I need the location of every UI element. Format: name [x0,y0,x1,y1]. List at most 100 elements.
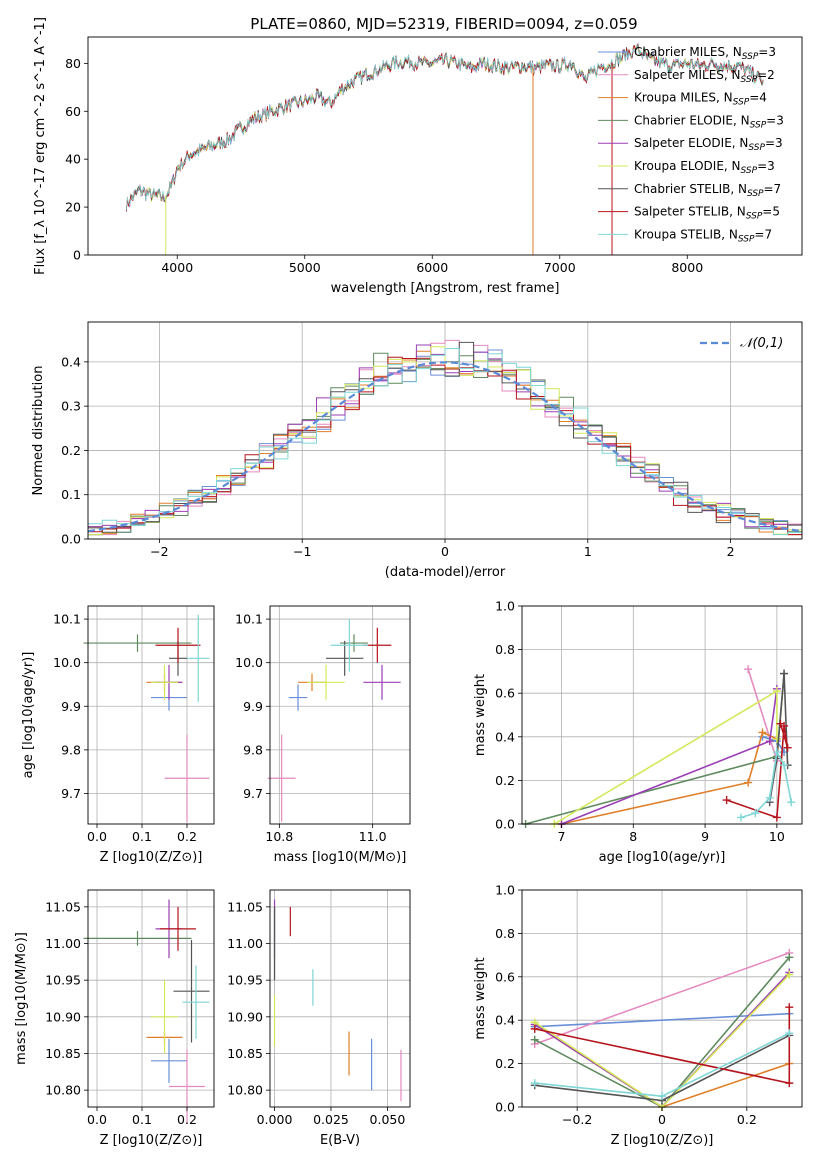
y-axis-label: Normed distribution [31,366,46,496]
weight-point [751,809,760,818]
x-tick-label: 5000 [289,260,321,275]
weight_vs_age-plot-area [521,665,796,828]
weight-line-8 [740,749,792,819]
legend-label-n: =3 [766,113,784,127]
x-tick-label: −2 [150,544,168,559]
age_vs_mass-panel: 10.8 11.0 9.7 9.8 9.9 10.0 10.1 mass [log10(M/M… [235,605,411,865]
residuals-frame [87,321,803,540]
age_vs_Z-panel: 0.0 0.1 0.2 9.7 9.8 9.9 10.0 10.1 Z [log10(Z/Z⊙)… [21,605,215,865]
weight_vs_age-frame [521,605,803,825]
legend-normal-label: 𝒩(0,1) [740,336,783,351]
weight-point [758,728,767,737]
x-tick-label: −1 [293,544,311,559]
y-tick-label: 10.90 [45,1009,81,1024]
y-tick-label: 0.0 [61,532,81,547]
weight_vs_age-panel: 7 8 9 10 0.0 0.2 0.4 0.6 0.8 1.0 age [log10(age/yr… [473,599,803,865]
y-tick-label: 40 [65,152,81,167]
figure-title: PLATE=0860, MJD=52319, FIBERID=0094, z=0… [250,15,637,33]
y-tick-label: 10.85 [45,1046,81,1061]
x-tick-label: 10 [769,829,785,844]
legend-label: Salpeter ELODIE, NSSP=3 [634,136,783,153]
weight-point [765,737,774,746]
residuals-plot-area [87,339,803,536]
weight-line-1 [747,668,778,762]
y-tick-label: 0.4 [61,354,81,369]
legend-label: Chabrier STELIB, NSSP=7 [634,182,781,199]
x-tick-label: 9 [701,829,709,844]
legend-label: Chabrier ELODIE, NSSP=3 [634,113,784,130]
x-tick-label: 7 [558,829,566,844]
x-axis-label: E(B-V) [320,1133,360,1148]
y-tick-label: 11.05 [45,899,81,914]
weight-point [765,793,774,802]
y-tick-label: 0.2 [61,443,81,458]
legend-label-sub: SSP [748,143,765,153]
legend-label-text: Chabrier ELODIE, N [634,113,750,127]
x-axis-label: age [log10(age/yr)] [599,850,726,865]
legend-label: Salpeter STELIB, NSSP=5 [634,205,780,222]
weight-line-1 [534,952,790,1045]
x-axis-label: mass [log10(M/M⊙)] [274,850,407,865]
weight-point [785,970,794,979]
y-tick-label: 10.95 [227,973,263,988]
y-tick-label: 0.2 [495,1056,515,1071]
weight-point [772,813,781,822]
legend-label-sub: SSP [747,189,764,199]
x-tick-label: 0 [441,544,449,559]
spectrum-line-8 [125,44,764,211]
y-tick-label: 10.80 [45,1083,81,1098]
y-axis-label: mass weight [473,674,488,756]
y-tick-label: 0.6 [495,686,515,701]
legend-label-text: Kroupa MILES, N [634,91,733,105]
y-tick-label: 0.4 [495,729,515,744]
y-tick-label: 10.95 [45,973,81,988]
legend-label-n: =7 [764,182,782,196]
mass_vs_Z-plot-area [83,899,210,1124]
weight-point [780,761,789,770]
legend-label-n: =3 [757,159,775,173]
weight-line-3 [525,673,785,825]
age_vs_Z-frame [87,605,215,825]
weight-point [530,1035,539,1044]
y-tick-label: 10.80 [227,1083,263,1098]
weight-point [780,669,789,678]
legend-label-sub: SSP [741,75,758,85]
x-tick-label: 0 [658,1112,666,1127]
legend-label-text: Salpeter ELODIE, N [634,136,748,150]
weight-point [772,748,781,757]
legend-label-sub: SSP [742,52,759,62]
x-tick-label: 0.2 [737,1112,757,1127]
y-tick-label: 9.7 [243,786,263,801]
x-tick-label: 2 [727,544,735,559]
legend-label-text: Kroupa ELODIE, N [634,159,741,173]
y-tick-label: 60 [65,104,81,119]
y-tick-label: 10.1 [53,612,81,627]
weight-point [785,1029,794,1038]
weight-point [736,813,745,822]
x-tick-label: 8000 [671,260,703,275]
legend-label: Kroupa MILES, NSSP=4 [634,91,767,108]
x-tick-label: 0.1 [132,829,152,844]
legend-label: Chabrier MILES, NSSP=3 [634,45,776,62]
x-tick-label: 0.025 [313,1112,349,1127]
x-tick-label: 0.050 [370,1112,406,1127]
spectrum-plot-area [125,42,764,255]
weight-point [744,665,753,674]
age_vs_mass-frame [269,605,411,825]
y-axis-label: age [log10(age/yr)] [21,652,36,779]
mass_vs_ebv-plot-area [273,899,402,1102]
y-tick-label: 11.05 [227,899,263,914]
y-tick-label: 0.3 [61,399,81,414]
y-tick-label: 9.7 [61,786,81,801]
mass_vs_Z-panel: 0.0 0.1 0.2 10.80 10.85 10.90 10.95 11.00 11.05 Z… [14,889,215,1148]
weight-point [772,687,781,696]
y-tick-label: 10.0 [235,655,263,670]
y-tick-label: 10.0 [53,655,81,670]
mass_vs_ebv-panel: 0.000 0.025 0.050 10.80 10.85 10.90 10.95 11.00… [227,889,411,1148]
y-tick-label: 80 [65,56,81,71]
weight-point [785,1079,794,1088]
y-tick-label: 0.0 [495,817,515,832]
spectrum-panel: 4000 5000 6000 7000 8000 0 20 40 60 80 wavelength … [33,17,803,296]
x-tick-label: 0.000 [257,1112,293,1127]
